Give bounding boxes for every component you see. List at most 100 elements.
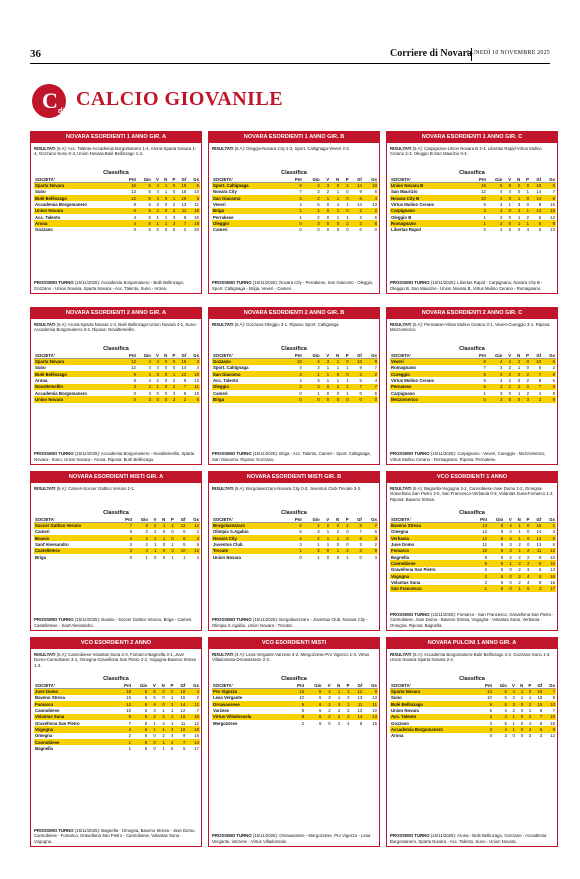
- table-cell: 13: [550, 567, 555, 573]
- table-cell: 0: [503, 220, 513, 227]
- table-cell: 0: [165, 688, 175, 695]
- table-cell: 6: [319, 708, 322, 714]
- table-row: Sparta Novara 15 5 4 1 0 19 5: [34, 182, 200, 189]
- table-cell: 2: [166, 522, 175, 529]
- table-cell: 2: [518, 579, 521, 585]
- table-cell: 12: [186, 547, 200, 554]
- table-cell: 3: [168, 207, 177, 214]
- table-cell: 6: [349, 535, 363, 542]
- table-cell: 8: [183, 214, 187, 220]
- column-header: Gio: [486, 353, 504, 359]
- table-cell: Varzese: [213, 708, 230, 714]
- column-header: Gf: [176, 353, 188, 359]
- next-round: PROSSIMO TURNO (15/11/2025): Novara City…: [212, 280, 374, 291]
- table-row: Verbania 13 5 4 1 0 14 5: [390, 535, 556, 542]
- table-cell: 0: [157, 547, 167, 554]
- table-cell: 2: [529, 396, 543, 403]
- table-row: Gozzano 0 5 0 0 5 2 20: [34, 227, 200, 233]
- results-text: RISULTATI (5 A): Cameri-Soccer Gattico V…: [34, 486, 136, 491]
- table-cell: 15: [537, 695, 543, 701]
- table-cell: 7: [174, 738, 187, 746]
- column-header: P: [340, 517, 350, 523]
- table-cell: 9: [478, 701, 493, 708]
- table-cell: 4: [499, 189, 503, 195]
- table-cell: 0: [285, 220, 303, 227]
- table-cell: Carpignano: [391, 390, 415, 396]
- table-cell: 13: [472, 522, 489, 529]
- box-title: NOVARA ESORDIENTI 1 ANNO GIR. A: [31, 132, 201, 143]
- standings-box: VCO ESORDIENTI MISTI RISULTATI (4 A): Les…: [208, 637, 380, 847]
- table-cell: 14: [536, 189, 542, 195]
- table-cell: 12: [122, 358, 137, 365]
- table-cell: 0: [154, 554, 157, 560]
- column-header: Pnt: [288, 683, 306, 689]
- table-cell: 4: [196, 554, 199, 560]
- classifica-heading: Classifica: [103, 170, 129, 176]
- table-cell: Mergozzese: [213, 720, 238, 726]
- table-row: Lesa Vergante 10 6 3 1 2 13 13: [212, 695, 378, 701]
- table-cell: Virtus Villadossola: [212, 713, 289, 720]
- table-cell: San Francesco: [390, 585, 473, 592]
- table-cell: 12: [174, 522, 187, 529]
- table-cell: 4: [302, 358, 321, 365]
- table-cell: Oleggio: [212, 383, 286, 390]
- column-header: SOCIETA': [212, 517, 286, 523]
- results-label: RISULTATI: [390, 652, 413, 657]
- table-cell: 1: [151, 383, 160, 390]
- column-header: Gs: [542, 177, 556, 183]
- next-round: PROSSIMO TURNO (15/11/2025): Libertas Ra…: [390, 280, 543, 291]
- table-cell: 19: [532, 688, 544, 695]
- table-cell: 4: [151, 358, 160, 365]
- results-label: RISULTATI: [212, 486, 235, 491]
- standings-box: NOVARA PULCINI 1 ANNO GIR. A RISULTATI (5…: [386, 637, 558, 847]
- table-cell: 3: [129, 542, 133, 548]
- table-cell: 13: [482, 529, 488, 535]
- table-cell: 2: [326, 189, 330, 195]
- table-cell: 0: [151, 396, 160, 403]
- table-cell: Bagnella: [391, 554, 409, 560]
- table-cell: Sport. Caltignaga: [212, 182, 286, 189]
- table-cell: 14: [536, 529, 542, 535]
- table-cell: 7: [349, 383, 363, 390]
- table-cell: 11: [350, 701, 364, 708]
- table-cell: 3: [349, 371, 363, 378]
- table-cell: 2: [148, 713, 157, 720]
- table-cell: 0: [320, 383, 331, 390]
- section-logo: [32, 84, 66, 118]
- table-cell: 3: [539, 733, 543, 739]
- column-header: V: [148, 683, 157, 689]
- table-cell: 1: [346, 378, 349, 384]
- table-cell: 18: [174, 688, 187, 695]
- table-cell: 4: [499, 202, 503, 208]
- column-header: Gio: [136, 177, 152, 183]
- table-cell: 15: [126, 695, 132, 701]
- table-cell: 9: [542, 220, 556, 227]
- table-cell: 0: [470, 396, 487, 403]
- table-cell: 5: [172, 227, 176, 233]
- table-cell: 0: [349, 396, 363, 403]
- table-cell: 5: [538, 214, 542, 220]
- table-cell: 9: [363, 688, 378, 695]
- table-cell: 1: [285, 547, 303, 554]
- table-row: Novara City 4 2 1 1 0 6 3: [212, 535, 378, 542]
- table-cell: 0: [336, 554, 340, 560]
- table-row: Mergozzese 2 6 0 2 4 8 15: [212, 720, 378, 726]
- table-row: Volantas Suna 8 5 2 2 1 10 10: [34, 713, 200, 720]
- table-cell: 10: [187, 371, 200, 378]
- table-cell: 9: [362, 358, 378, 365]
- table-cell: 11: [363, 701, 378, 708]
- table-cell: 13: [357, 695, 363, 701]
- table-cell: 8: [349, 522, 363, 529]
- table-cell: 2: [337, 708, 341, 714]
- next-label: PROSSIMO TURNO: [390, 451, 431, 457]
- table-cell: 0: [159, 358, 169, 365]
- table-cell: 6: [488, 585, 505, 592]
- table-cell: 13: [550, 227, 555, 233]
- table-cell: 8: [538, 579, 542, 585]
- table-cell: 4: [504, 522, 513, 529]
- table-cell: 1: [285, 207, 303, 214]
- table-row: Juve Domo 18 6 6 0 0 18 4: [34, 688, 200, 695]
- table-cell: 1: [507, 726, 516, 733]
- table-cell: 11: [187, 383, 200, 390]
- table-cell: Arona: [391, 733, 404, 739]
